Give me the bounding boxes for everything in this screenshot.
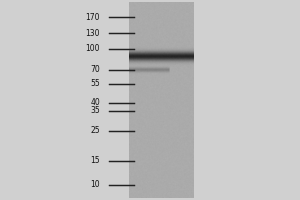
Text: 170: 170 [85,13,100,22]
Text: 70: 70 [90,65,100,74]
Text: 10: 10 [90,180,100,189]
Bar [129,2,194,198]
Text: 130: 130 [85,29,100,38]
Text: 100: 100 [85,44,100,53]
Text: 40: 40 [90,98,100,107]
Text: 35: 35 [90,106,100,115]
Text: 15: 15 [90,156,100,165]
Text: 55: 55 [90,79,100,88]
Text: 25: 25 [90,126,100,135]
